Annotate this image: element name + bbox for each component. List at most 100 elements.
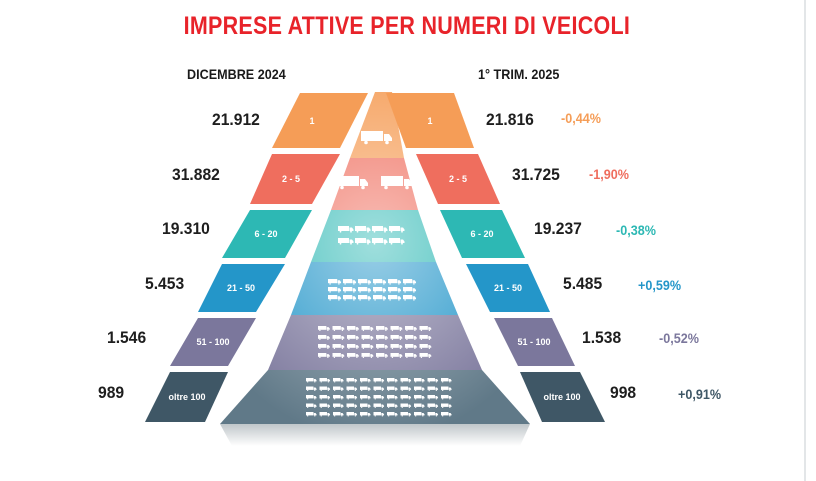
truck-icon [361, 335, 374, 341]
band-label-left-5: 51 - 100 [196, 337, 229, 347]
truck-icon [347, 326, 359, 332]
truck-icon [332, 335, 345, 341]
truck-icon [400, 378, 412, 383]
value-dec-4: 5.453 [145, 274, 185, 293]
left-block-1 [272, 93, 368, 148]
change-2: -1,90% [589, 166, 629, 182]
truck-icon [360, 378, 371, 383]
change-5: -0,52% [659, 330, 699, 346]
right-block-3 [440, 210, 525, 258]
truck-icon [405, 353, 417, 359]
band-label-right-4: 21 - 50 [494, 283, 522, 293]
truck-icon [376, 344, 388, 350]
change-4: +0,59% [638, 277, 682, 293]
change-6: +0,91% [678, 386, 722, 402]
band-label-right-1: 1 [427, 116, 432, 126]
truck-icon [373, 412, 385, 417]
right-block-6 [520, 372, 605, 422]
truck-icon [372, 238, 388, 245]
truck-icon [373, 378, 385, 383]
truck-icon [355, 226, 371, 233]
left-block-6 [145, 372, 228, 422]
truck-icon [332, 326, 345, 332]
truck-icon [419, 335, 432, 341]
truck-icon [390, 335, 403, 341]
truck-icon [373, 287, 387, 293]
truck-icon [388, 295, 402, 301]
band-label-left-2: 2 - 5 [282, 174, 300, 184]
right-block-5 [494, 318, 575, 366]
truck-icon [358, 279, 372, 285]
truck-icon [337, 176, 368, 190]
band-label-left-4: 21 - 50 [227, 283, 255, 293]
truck-icon [343, 295, 357, 301]
truck-icon [387, 395, 398, 400]
truck-icon [400, 403, 412, 409]
truck-icon [414, 395, 425, 400]
truck-icon [343, 279, 357, 285]
truck-icon [346, 378, 358, 383]
truck-icon [360, 395, 371, 400]
truck-icon [306, 412, 317, 417]
truck-icon [361, 353, 374, 359]
truck-icon [306, 395, 317, 400]
truck-icon [333, 378, 344, 383]
truck-icon [319, 395, 331, 400]
band-label-right-5: 51 - 100 [517, 337, 550, 347]
change-3: -0,38% [616, 222, 656, 238]
truck-icon [388, 287, 402, 293]
column-header-dec-2024: DICEMBRE 2024 [187, 66, 286, 82]
truck-icon [419, 326, 432, 332]
truck-icon [347, 335, 359, 341]
value-dec-2: 31.882 [172, 165, 220, 184]
truck-icon [306, 378, 317, 383]
truck-icon [381, 176, 412, 190]
truck-icon [360, 412, 371, 417]
value-q1-5: 1.538 [582, 328, 622, 347]
truck-icon [319, 403, 331, 409]
truck-icon [333, 395, 344, 400]
truck-icon [332, 353, 345, 359]
value-dec-3: 19.310 [162, 219, 210, 238]
truck-icon [387, 403, 398, 409]
truck-icon [358, 287, 372, 293]
truck-icon [328, 279, 342, 285]
truck-icon [427, 403, 439, 409]
truck-icon [333, 412, 344, 417]
truck-icon [347, 353, 359, 359]
truck-icon [387, 378, 398, 383]
left-block-2 [250, 154, 340, 204]
value-q1-1: 21.816 [486, 110, 534, 129]
truck-icon [372, 226, 388, 233]
band-label-left-6: oltre 100 [168, 392, 205, 402]
truck-icon [387, 412, 398, 417]
truck-icon [319, 378, 331, 383]
truck-icon [427, 378, 439, 383]
truck-icon [441, 412, 452, 417]
truck-icon [361, 326, 374, 332]
truck-icon [328, 295, 342, 301]
truck-icon [376, 353, 388, 359]
value-dec-5: 1.546 [107, 328, 147, 347]
truck-icon [346, 403, 358, 409]
right-block-1 [386, 93, 474, 148]
truck-icon [306, 403, 317, 409]
band-label-right-3: 6 - 20 [470, 229, 493, 239]
truck-icon [405, 326, 417, 332]
truck-icon [388, 279, 402, 285]
truck-icon [405, 335, 417, 341]
truck-icon [403, 295, 417, 301]
truck-icon [373, 386, 385, 392]
truck-icon [319, 412, 331, 417]
truck-icon [319, 386, 331, 392]
band-label-left-3: 6 - 20 [254, 229, 277, 239]
truck-icon [355, 238, 371, 245]
left-block-5 [170, 318, 256, 366]
truck-icon [427, 412, 439, 417]
truck-icon [332, 344, 345, 350]
value-dec-6: 989 [98, 383, 125, 402]
chart-title: IMPRESE ATTIVE PER NUMERI DI VEICOLI [183, 12, 631, 40]
truck-icons [306, 131, 452, 417]
truck-icon [427, 386, 439, 392]
